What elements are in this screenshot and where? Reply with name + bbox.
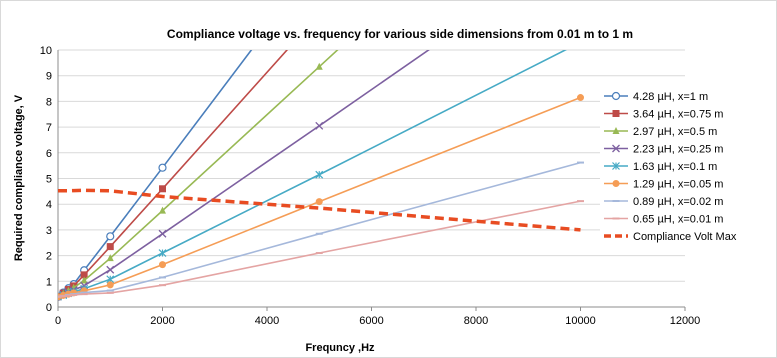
data-point [80, 271, 88, 279]
data-point [158, 163, 167, 172]
data-point [612, 162, 620, 170]
data-point [315, 121, 324, 130]
y-tick-label: 8 [46, 96, 52, 108]
data-point [80, 276, 88, 284]
legend-item: 1.29 µH, x=0.05 m [604, 179, 723, 191]
legend-label: 3.64 µH, x=0.75 m [633, 109, 723, 121]
data-point [158, 229, 167, 238]
y-tick-label: 2 [46, 251, 52, 263]
legend-label: 0.89 µH, x=0.02 m [633, 196, 723, 208]
data-point [612, 127, 620, 134]
chart-title: Compliance voltage vs. frequency for var… [167, 27, 633, 41]
data-point [158, 249, 167, 257]
legend-label: 4.28 µH, x=1 m [633, 91, 708, 103]
data-point [315, 198, 323, 206]
axes-layer: 0 1 2 3 4 5 6 7 8 9 10 0 2000 4000 6000 8000 10000 12000 [40, 45, 701, 327]
data-point-stroke [158, 229, 167, 238]
legend-item: 0.89 µH, x=0.02 m [604, 196, 723, 208]
x-axis-title: Frequncy ,Hz [305, 342, 375, 354]
data-point-stroke [612, 144, 620, 153]
legend-label: 1.63 µH, x=0.1 m [633, 161, 717, 173]
legend-item: 0.65 µH, x=0.01 m [604, 214, 723, 226]
data-point-stroke [106, 265, 115, 274]
series-8 [58, 188, 581, 232]
y-tick-label: 9 [46, 71, 52, 83]
x-tick-label: 12000 [670, 315, 701, 327]
x-tick-label: 8000 [464, 315, 488, 327]
series-7 [58, 200, 584, 298]
data-point [315, 170, 324, 179]
data-point [106, 254, 114, 262]
data-point [315, 62, 323, 70]
legend-item: Compliance Volt Max [604, 231, 737, 243]
y-tick-label: 0 [46, 302, 52, 314]
x-tick-label: 6000 [359, 315, 383, 327]
data-point [106, 265, 115, 274]
data-point [106, 243, 114, 251]
data-point [612, 110, 620, 117]
series-layer [58, 50, 584, 301]
y-tick-label: 6 [46, 148, 52, 160]
plot-area [58, 50, 584, 301]
legend: 4.28 µH, x=1 m 3.64 µH, x=0.75 m 2.97 µH, … [600, 86, 770, 250]
data-point [612, 180, 620, 187]
x-tick-label: 4000 [255, 315, 279, 327]
data-point [106, 232, 115, 241]
x-tick-label: 2000 [150, 315, 174, 327]
legend-label: 0.65 µH, x=0.01 m [633, 214, 723, 226]
y-tick-label: 1 [46, 276, 52, 288]
data-point [159, 206, 166, 214]
x-tick-label: 0 [55, 315, 61, 327]
legend-label: 1.29 µH, x=0.05 m [633, 179, 723, 191]
y-tick-label: 3 [46, 225, 52, 237]
legend-item: 4.28 µH, x=1 m [604, 91, 708, 103]
legend-label: Compliance Volt Max [633, 231, 737, 243]
data-point-stroke [315, 121, 324, 130]
legend-label: 2.23 µH, x=0.25 m [633, 144, 723, 156]
y-tick-label: 7 [46, 122, 52, 134]
y-tick-label: 10 [40, 45, 52, 57]
y-tick-label: 4 [46, 199, 52, 211]
legend-item: 1.63 µH, x=0.1 m [604, 161, 717, 173]
data-point [159, 261, 166, 269]
legend-item: 2.23 µH, x=0.25 m [604, 144, 723, 156]
data-point [611, 91, 621, 101]
y-axis-title: Required compliance voltage, V [13, 94, 25, 261]
y-tick-label: 5 [46, 174, 52, 186]
legend-label: 2.97 µH, x=0.5 m [633, 126, 717, 138]
legend-background [600, 86, 770, 250]
legend-item: 3.64 µH, x=0.75 m [604, 109, 723, 121]
data-point [106, 281, 114, 289]
series-line [58, 188, 581, 232]
data-point [159, 185, 166, 193]
data-point [612, 144, 620, 153]
legend-item: 2.97 µH, x=0.5 m [604, 126, 717, 138]
data-point [577, 94, 584, 102]
x-tick-label: 10000 [565, 315, 596, 327]
